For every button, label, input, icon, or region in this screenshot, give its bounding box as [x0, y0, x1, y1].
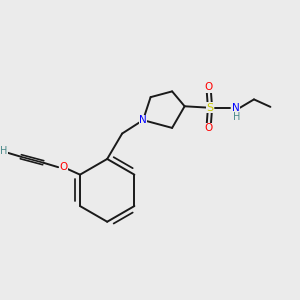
- Text: S: S: [206, 103, 214, 113]
- Text: O: O: [204, 123, 213, 133]
- Text: O: O: [204, 82, 213, 92]
- Text: N: N: [232, 103, 239, 113]
- Text: H: H: [233, 112, 241, 122]
- Text: O: O: [59, 162, 68, 172]
- Text: H: H: [0, 146, 7, 156]
- Text: N: N: [139, 115, 147, 125]
